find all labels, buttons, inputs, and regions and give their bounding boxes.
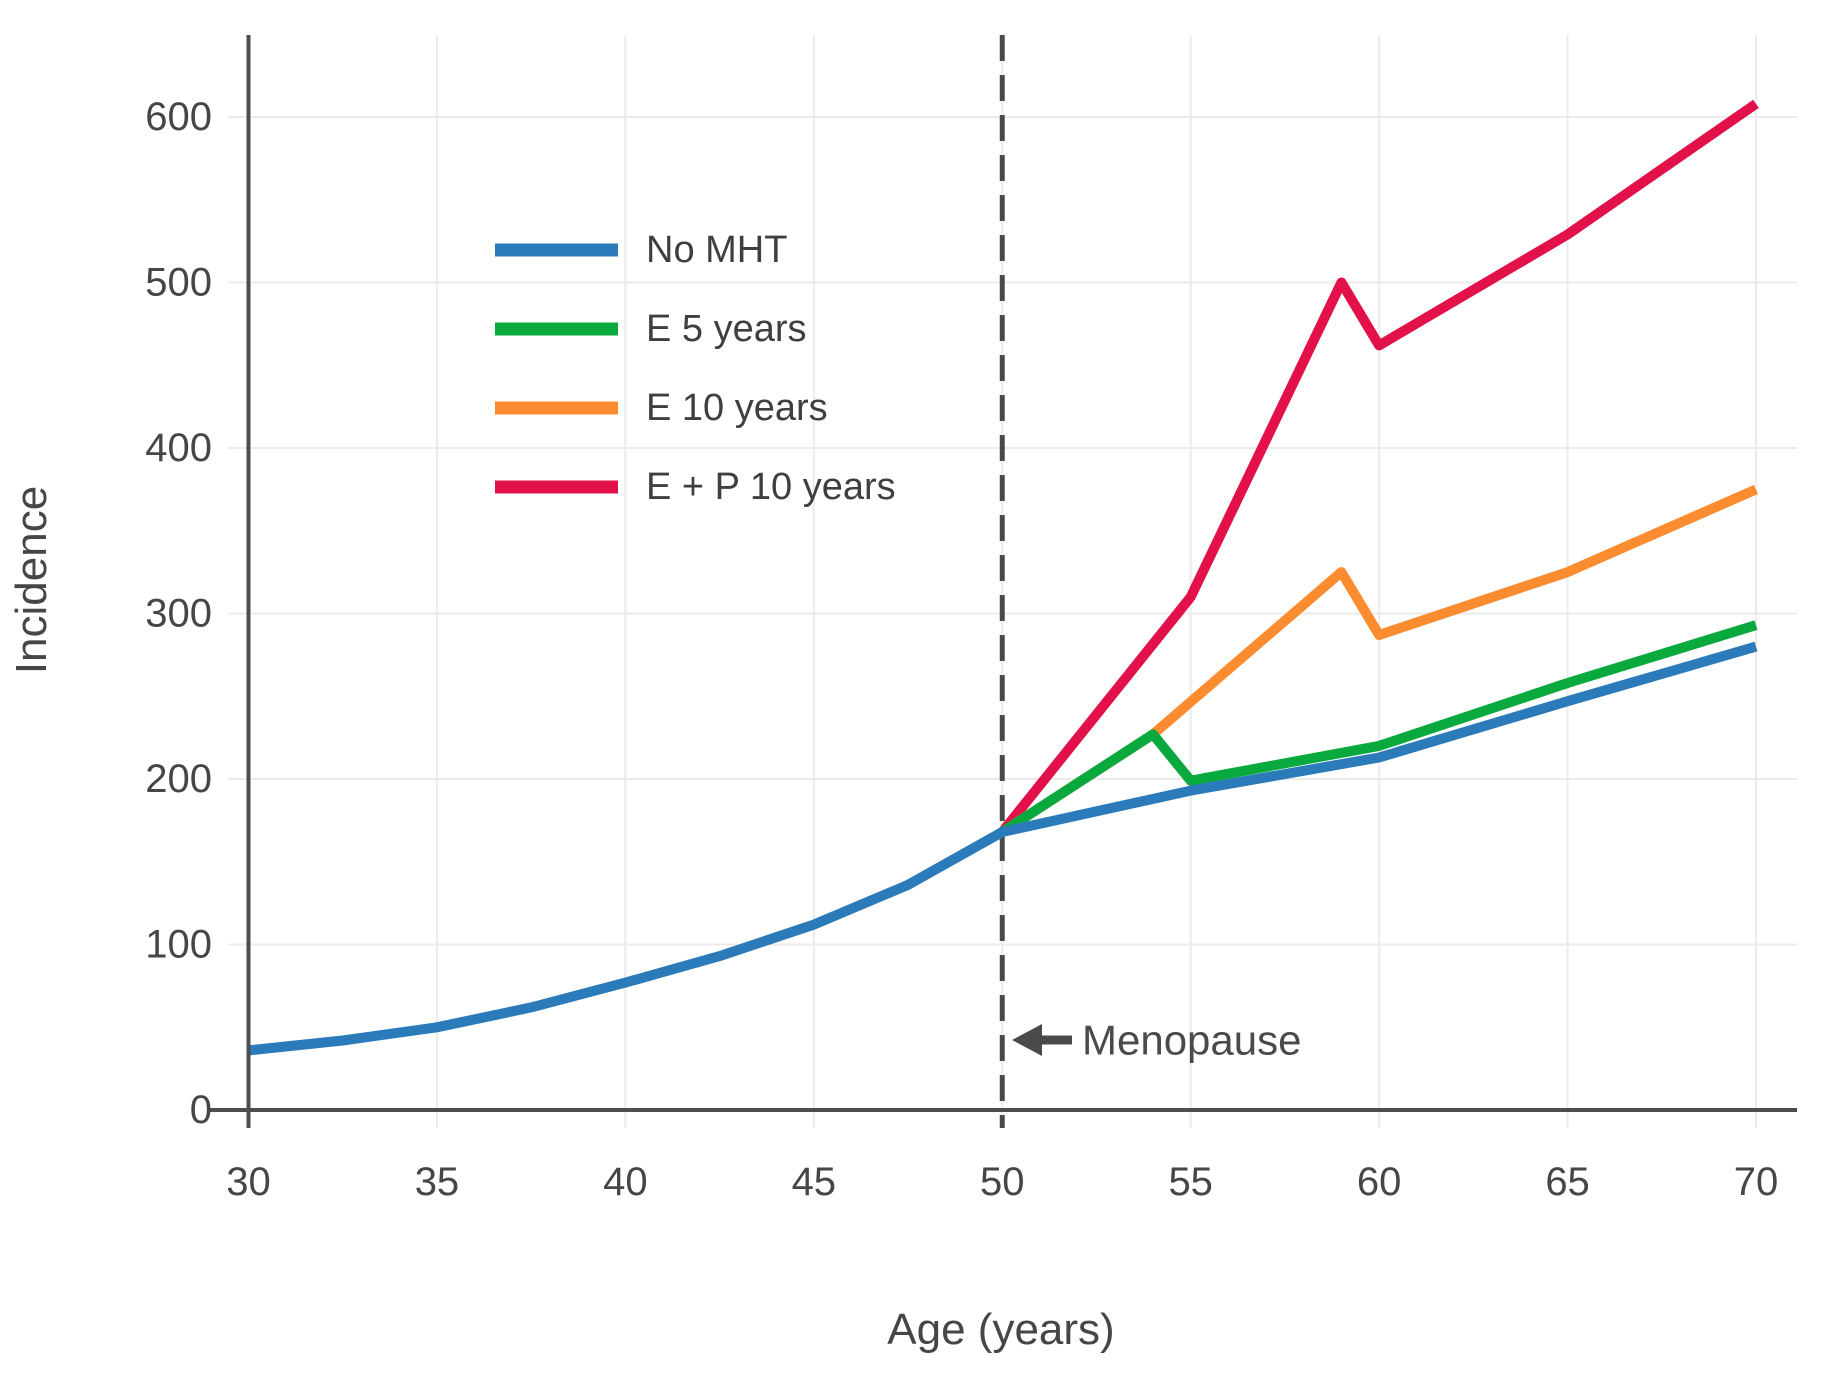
y-tick-label: 400: [145, 426, 212, 470]
y-tick-label: 0: [190, 1088, 212, 1132]
legend: No MHT E 5 years E 10 years E + P 10 years: [495, 229, 896, 508]
legend-label-3: E 10 years: [646, 387, 828, 429]
y-tick-label: 600: [145, 95, 212, 139]
arrow-head: [1012, 1024, 1042, 1056]
x-tick-label: 50: [980, 1160, 1025, 1204]
legend-label-4: E + P 10 years: [646, 466, 896, 508]
x-axis-title: Age (years): [887, 1305, 1114, 1354]
gridlines-layer: [228, 35, 1797, 1128]
series-lines-layer: [247, 99, 1759, 1056]
x-tick-label: 30: [226, 1160, 271, 1204]
legend-label-2: E 5 years: [646, 308, 807, 350]
arrow-shaft: [1040, 1035, 1072, 1045]
tick-labels-layer: 30 35 40 45 50 55 60 65 70 0 100 200 300 400 500 600: [145, 95, 1778, 1204]
x-tick-label: 45: [792, 1160, 837, 1204]
x-tick-label: 40: [603, 1160, 648, 1204]
series-line-e-5-years: [999, 620, 1758, 837]
x-tick-label: 70: [1734, 1160, 1779, 1204]
x-tick-label: 55: [1168, 1160, 1213, 1204]
menopause-label: Menopause: [1082, 1017, 1302, 1064]
series-line-e-p-10-years: [998, 99, 1759, 836]
x-tick-label: 65: [1545, 1160, 1590, 1204]
y-axis-title: Incidence: [7, 486, 56, 674]
x-tick-label: 35: [415, 1160, 460, 1204]
series-line-no-mht: [247, 641, 1758, 1056]
y-tick-label: 500: [145, 261, 212, 305]
x-tick-label: 60: [1357, 1160, 1402, 1204]
left-arrow-icon: [1012, 1024, 1072, 1056]
y-tick-label: 200: [145, 757, 212, 801]
axes-layer: [208, 35, 1797, 1128]
y-tick-label: 300: [145, 592, 212, 636]
y-tick-label: 100: [145, 923, 212, 967]
legend-label-1: No MHT: [646, 229, 787, 271]
menopause-annotation: Menopause: [1012, 1017, 1302, 1064]
